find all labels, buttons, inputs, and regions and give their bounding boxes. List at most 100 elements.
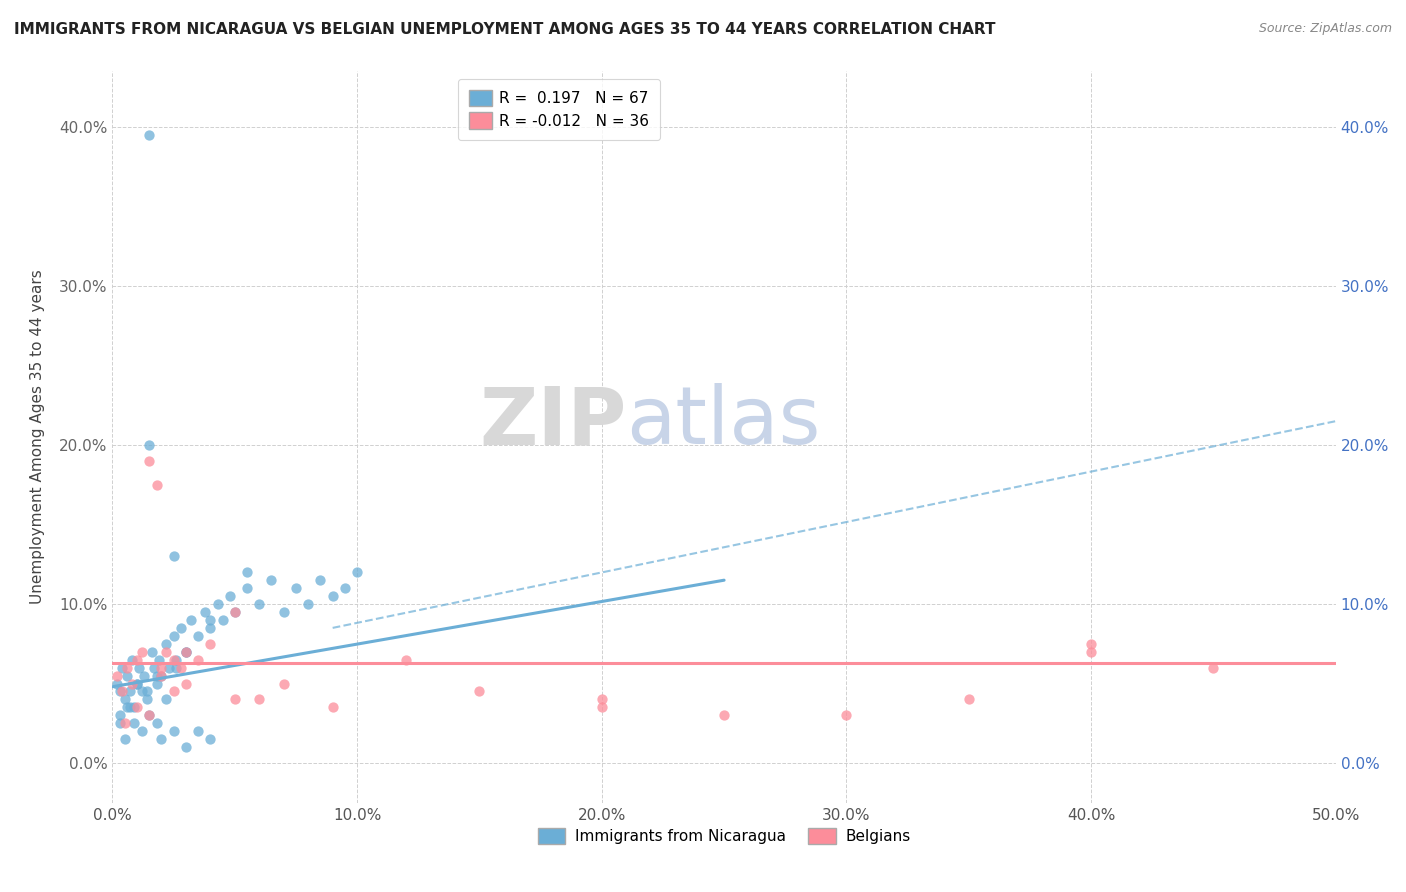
Point: [713, 708, 735, 723]
Text: ZIP: ZIP: [479, 384, 626, 461]
Point: [138, 438, 160, 452]
Point: [145, 676, 167, 690]
Point: [333, 581, 356, 595]
Point: [591, 692, 613, 706]
Point: [138, 708, 160, 723]
Point: [273, 676, 295, 690]
Point: [224, 605, 246, 619]
Point: [145, 668, 167, 682]
Point: [395, 653, 418, 667]
Point: [148, 653, 170, 667]
Point: [121, 653, 143, 667]
Point: [131, 724, 153, 739]
Point: [297, 597, 319, 611]
Text: atlas: atlas: [626, 384, 821, 461]
Point: [114, 732, 136, 747]
Point: [115, 700, 138, 714]
Point: [131, 645, 153, 659]
Point: [135, 684, 157, 698]
Point: [219, 589, 242, 603]
Point: [114, 692, 136, 706]
Point: [236, 581, 259, 595]
Point: [118, 684, 141, 698]
Point: [145, 477, 167, 491]
Point: [170, 621, 193, 635]
Point: [163, 629, 186, 643]
Point: [165, 660, 187, 674]
Point: [145, 716, 167, 731]
Point: [309, 573, 332, 587]
Point: [957, 692, 980, 706]
Point: [108, 716, 131, 731]
Point: [835, 708, 858, 723]
Point: [135, 692, 157, 706]
Point: [1202, 660, 1225, 674]
Point: [200, 732, 222, 747]
Point: [211, 613, 233, 627]
Point: [115, 668, 138, 682]
Point: [131, 684, 153, 698]
Point: [125, 676, 148, 690]
Point: [125, 653, 148, 667]
Point: [134, 668, 156, 682]
Point: [150, 660, 173, 674]
Point: [138, 128, 160, 142]
Point: [187, 629, 209, 643]
Point: [150, 668, 173, 682]
Point: [108, 708, 131, 723]
Point: [150, 732, 173, 747]
Point: [468, 684, 491, 698]
Point: [200, 613, 222, 627]
Point: [174, 676, 197, 690]
Point: [165, 653, 187, 667]
Point: [1080, 645, 1102, 659]
Point: [124, 716, 146, 731]
Point: [118, 700, 141, 714]
Point: [163, 724, 186, 739]
Point: [224, 692, 246, 706]
Point: [150, 668, 173, 682]
Point: [174, 645, 197, 659]
Point: [111, 684, 134, 698]
Point: [125, 700, 148, 714]
Point: [105, 676, 128, 690]
Point: [163, 653, 186, 667]
Point: [114, 716, 136, 731]
Point: [155, 645, 177, 659]
Point: [163, 549, 186, 564]
Y-axis label: Unemployment Among Ages 35 to 44 years: Unemployment Among Ages 35 to 44 years: [31, 269, 45, 605]
Point: [200, 637, 222, 651]
Point: [138, 708, 160, 723]
Point: [1080, 637, 1102, 651]
Point: [346, 566, 368, 580]
Point: [247, 692, 270, 706]
Point: [105, 668, 128, 682]
Point: [180, 613, 202, 627]
Point: [157, 660, 180, 674]
Point: [124, 700, 146, 714]
Text: IMMIGRANTS FROM NICARAGUA VS BELGIAN UNEMPLOYMENT AMONG AGES 35 TO 44 YEARS CORR: IMMIGRANTS FROM NICARAGUA VS BELGIAN UNE…: [14, 22, 995, 37]
Point: [284, 581, 308, 595]
Point: [247, 597, 270, 611]
Point: [143, 660, 166, 674]
Point: [163, 684, 186, 698]
Point: [260, 573, 283, 587]
Point: [155, 692, 177, 706]
Point: [141, 645, 163, 659]
Point: [236, 566, 259, 580]
Point: [200, 621, 222, 635]
Point: [155, 637, 177, 651]
Point: [591, 700, 613, 714]
Text: Source: ZipAtlas.com: Source: ZipAtlas.com: [1258, 22, 1392, 36]
Point: [115, 660, 138, 674]
Point: [121, 676, 143, 690]
Point: [128, 660, 150, 674]
Point: [322, 700, 344, 714]
Point: [194, 605, 217, 619]
Point: [174, 645, 197, 659]
Point: [170, 660, 193, 674]
Point: [111, 660, 134, 674]
Point: [207, 597, 229, 611]
Point: [125, 676, 148, 690]
Point: [108, 684, 131, 698]
